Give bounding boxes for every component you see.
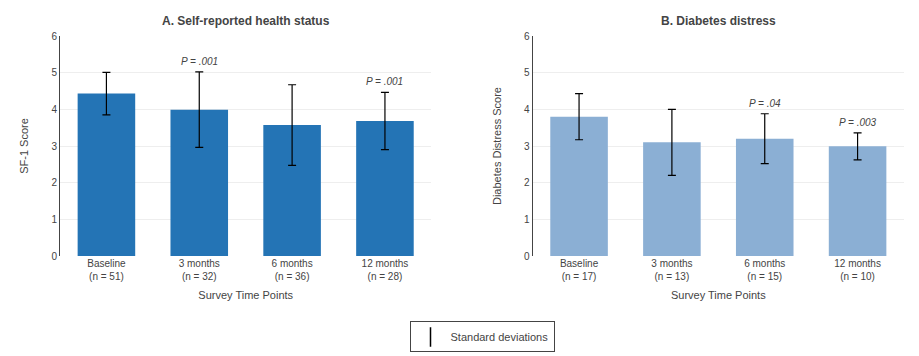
- svg-text:5: 5: [524, 67, 530, 78]
- svg-text:SF-1 Score: SF-1 Score: [18, 118, 30, 174]
- svg-text:3: 3: [524, 141, 530, 152]
- svg-text:Survey Time Points: Survey Time Points: [198, 289, 293, 301]
- svg-text:6 months(n = 36): 6 months(n = 36): [272, 258, 313, 282]
- svg-text:Standard deviations: Standard deviations: [451, 331, 549, 343]
- svg-text:A. Self-reported health status: A. Self-reported health status: [162, 14, 330, 28]
- svg-text:0: 0: [524, 251, 530, 262]
- svg-text:4: 4: [51, 104, 57, 115]
- svg-text:6: 6: [524, 31, 530, 42]
- svg-text:3: 3: [51, 141, 57, 152]
- svg-text:3 months(n = 32): 3 months(n = 32): [179, 258, 220, 282]
- svg-text:2: 2: [524, 177, 530, 188]
- svg-text:P = .04: P = .04: [749, 98, 781, 109]
- svg-text:Diabetes Distress Score: Diabetes Distress Score: [491, 87, 503, 205]
- svg-text:6: 6: [51, 31, 57, 42]
- svg-text:Baseline(n = 51): Baseline(n = 51): [87, 258, 126, 282]
- svg-text:P = .001: P = .001: [181, 56, 218, 67]
- svg-text:1: 1: [524, 214, 530, 225]
- svg-text:12 months(n = 10): 12 months(n = 10): [834, 258, 881, 282]
- svg-text:12 months(n = 28): 12 months(n = 28): [362, 258, 409, 282]
- svg-text:5: 5: [51, 67, 57, 78]
- svg-text:3 months(n = 13): 3 months(n = 13): [651, 258, 692, 282]
- svg-text:0: 0: [51, 251, 57, 262]
- svg-text:B. Diabetes distress: B. Diabetes distress: [661, 14, 776, 28]
- svg-text:2: 2: [51, 177, 57, 188]
- svg-text:1: 1: [51, 214, 57, 225]
- svg-text:4: 4: [524, 104, 530, 115]
- svg-text:6 months(n = 15): 6 months(n = 15): [744, 258, 785, 282]
- svg-text:P = .001: P = .001: [366, 76, 403, 87]
- svg-text:Survey Time Points: Survey Time Points: [671, 289, 766, 301]
- svg-text:Baseline(n = 17): Baseline(n = 17): [560, 258, 599, 282]
- svg-text:P = .003: P = .003: [839, 117, 877, 128]
